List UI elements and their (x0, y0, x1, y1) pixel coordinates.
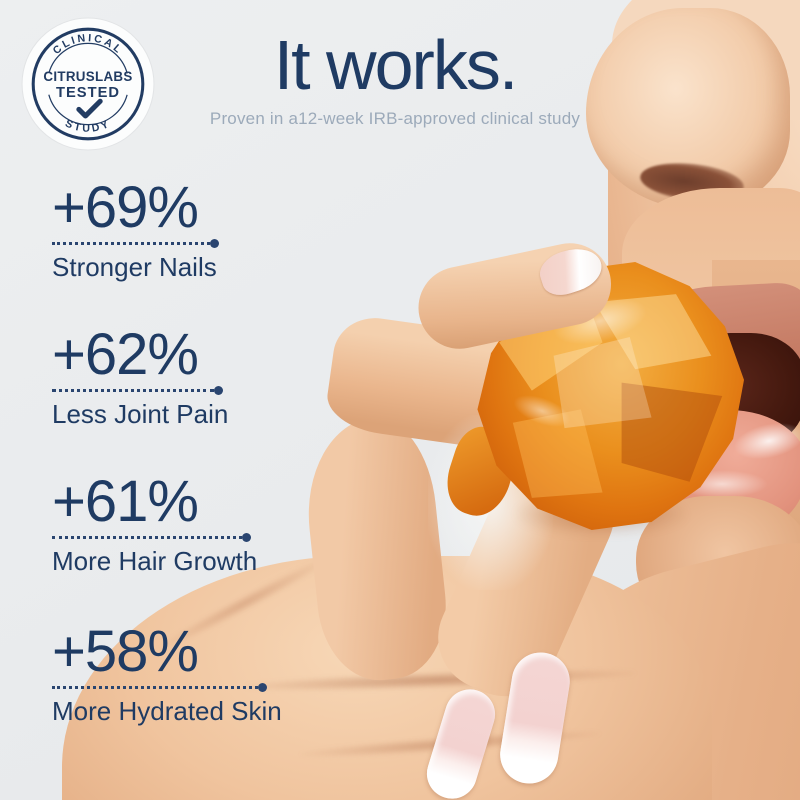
stat-value: +62% (52, 322, 199, 387)
dotted-divider (52, 386, 223, 396)
badge-disc (21, 17, 155, 151)
check-icon (76, 98, 103, 119)
badge-inner-ring (46, 42, 130, 126)
dotted-divider (52, 683, 267, 693)
dotted-divider (52, 239, 219, 249)
stat-less-joint-pain: +62% Less Joint Pain (52, 322, 352, 430)
badge-ring (31, 27, 145, 141)
header: It works. Proven in a12-week IRB-approve… (90, 30, 700, 129)
stat-more-hydrated-skin: +58% More Hydrated Skin (52, 619, 352, 727)
stat-value: +58% (52, 619, 199, 684)
stat-value: +69% (52, 175, 199, 240)
badge-tested-text: TESTED (56, 85, 120, 101)
stat-stronger-nails: +69% Stronger Nails (52, 175, 352, 283)
dotted-divider (52, 533, 251, 543)
stat-more-hair-growth: +61% More Hair Growth (52, 469, 352, 577)
citruslabs-tested-badge: CLINICAL STUDY CITRUSLABS TESTED (21, 17, 155, 151)
badge-brand-text: CITRUSLABS (43, 69, 132, 84)
stat-value: +61% (52, 469, 199, 534)
page-subtitle: Proven in a12-week IRB-approved clinical… (209, 109, 581, 128)
stat-label: More Hair Growth (52, 546, 258, 577)
stat-label: Less Joint Pain (52, 399, 229, 430)
badge-arc-bottom-text: STUDY (63, 118, 112, 135)
stat-label: More Hydrated Skin (52, 696, 282, 727)
stat-label: Stronger Nails (52, 252, 217, 283)
page-title: It works. (273, 26, 519, 104)
